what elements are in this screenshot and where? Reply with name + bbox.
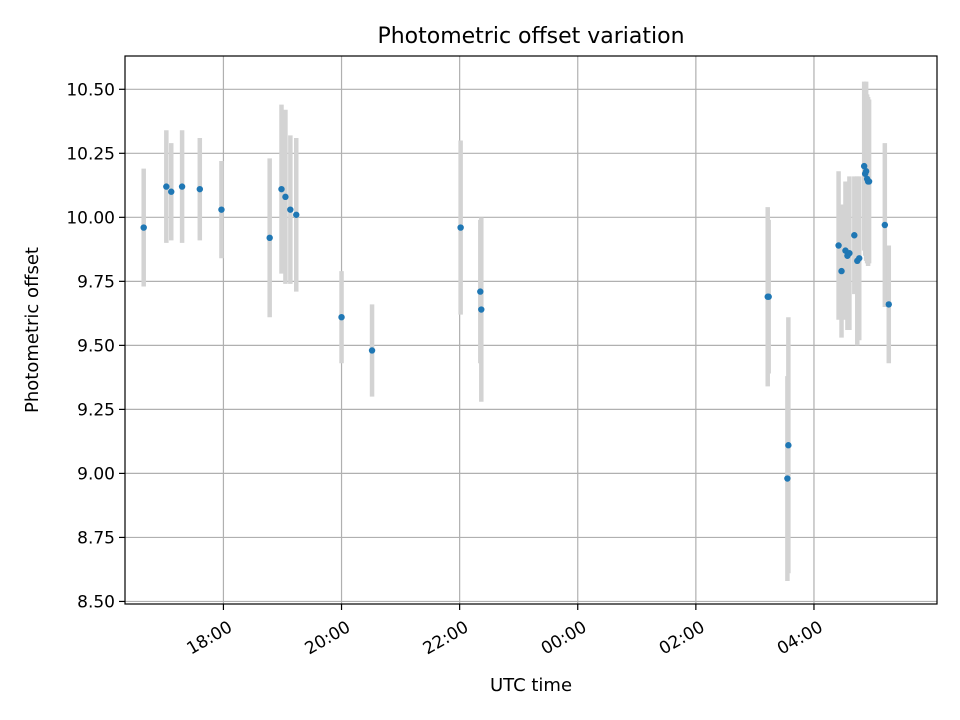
y-tick-label: 9.00 [77,464,115,484]
data-point [168,188,175,195]
data-point [196,185,204,193]
data-point [881,221,889,229]
data-point [785,442,792,449]
data-point [278,185,285,193]
x-tick-label: 02:00 [656,617,708,659]
x-tick-label: 22:00 [420,617,472,659]
y-tick-label: 10.00 [66,208,115,228]
data-point [865,178,873,185]
data-point [765,293,772,300]
y-tick-label: 9.25 [77,400,115,420]
data-point [835,242,842,249]
y-axis-ticks: 8.50 8.75 9.00 9.25 9.50 9.75 10.00 10.25 10.50 [66,80,125,612]
y-tick-label: 9.50 [77,336,115,356]
data-point [846,249,853,257]
y-tick-label: 10.50 [66,80,115,100]
data-point [838,267,845,275]
data-point [368,347,376,354]
data-point [860,162,868,170]
y-tick-label: 10.25 [66,144,115,164]
data-point [784,475,791,482]
data-point [266,234,273,242]
data-point [478,306,485,313]
y-tick-label: 8.50 [77,592,115,612]
data-point [457,224,464,231]
data-point [218,206,225,213]
data-point [851,232,858,239]
data-points [140,162,892,482]
plot-frame [124,55,938,605]
data-point [856,255,863,262]
x-tick-label: 00:00 [538,617,590,659]
data-point [140,224,147,231]
x-tick-label: 04:00 [774,617,826,659]
data-point [477,288,484,295]
y-tick-label: 8.75 [77,528,115,548]
data-point [338,313,345,321]
data-point [862,168,870,175]
error-bars [141,81,892,581]
data-point [178,183,186,190]
y-tick-label: 9.75 [77,272,115,292]
y-axis-label: Photometric offset [22,247,43,413]
data-point [163,183,170,190]
x-axis-ticks: 18:00 20:00 22:00 00:00 02:00 04:00 [183,604,826,659]
chart-title: Photometric offset variation [377,24,684,49]
x-tick-label: 18:00 [183,617,235,659]
data-point [282,193,289,201]
x-axis-label: UTC time [490,675,572,696]
grid [125,56,937,604]
data-point [293,211,300,218]
data-point [287,206,294,213]
data-point [885,301,892,308]
x-tick-label: 20:00 [302,617,354,659]
